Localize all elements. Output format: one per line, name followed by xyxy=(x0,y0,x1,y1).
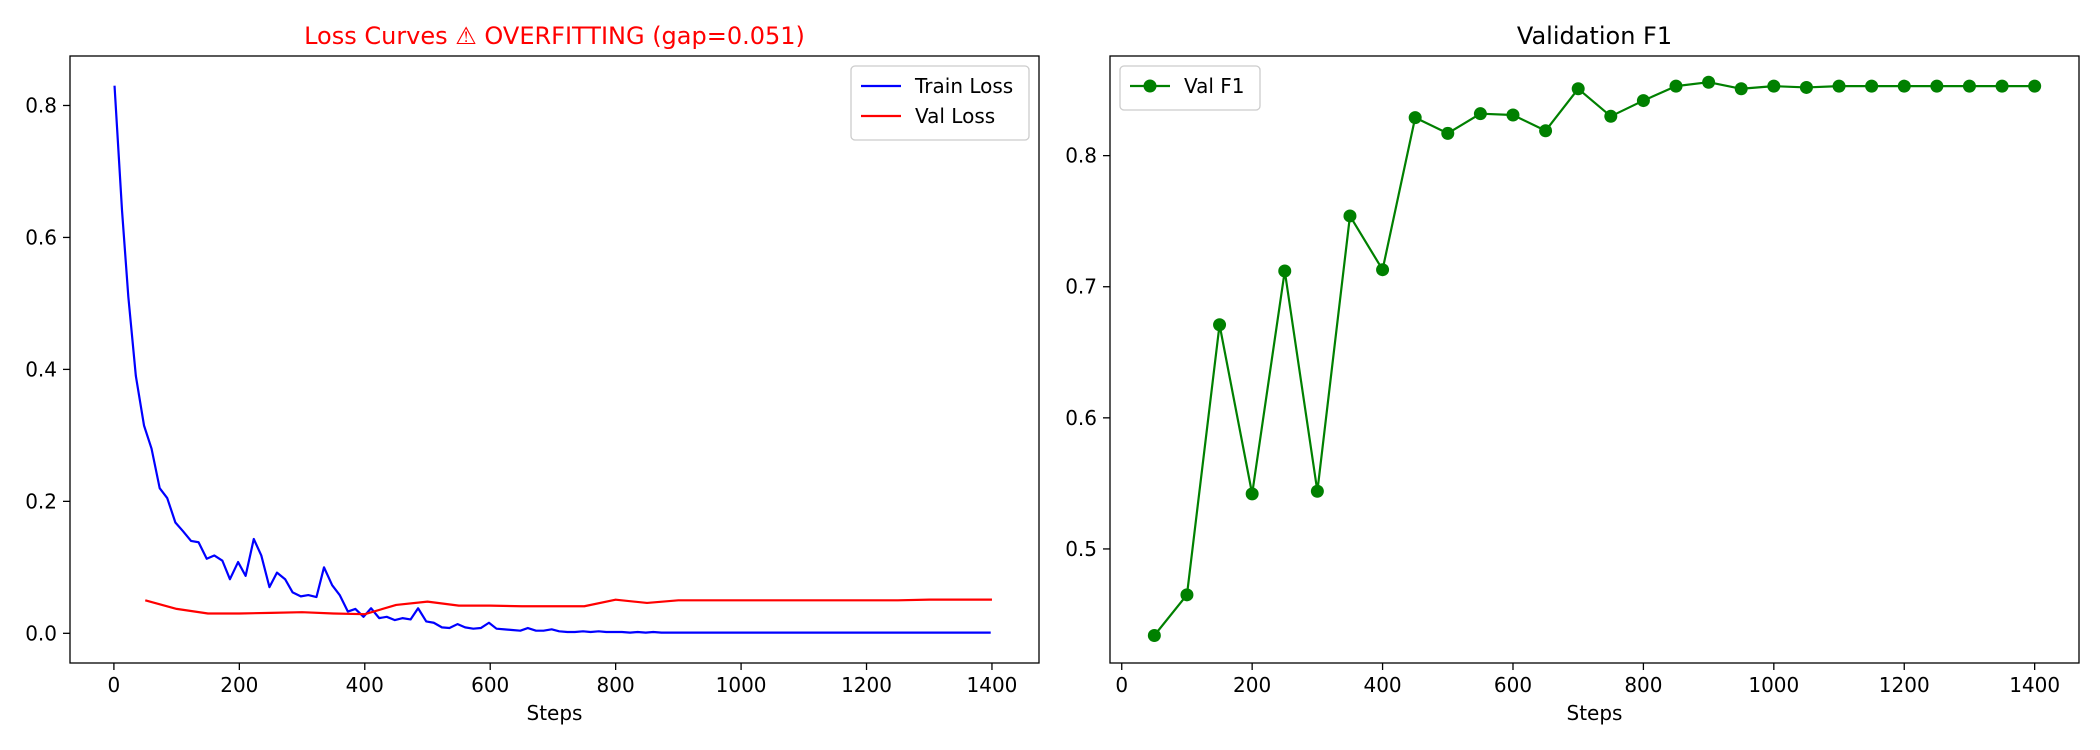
chart-2-series-val-f1-point xyxy=(1702,75,1716,89)
chart-2-xtick-label: 1200 xyxy=(1879,673,1930,697)
chart-2-legend-val-f1-marker xyxy=(1143,79,1157,93)
chart-2-ytick-label: 0.6 xyxy=(1065,406,1097,430)
chart-2-series-val-f1-point xyxy=(1408,111,1422,125)
chart-2-series-val-f1-point xyxy=(1213,318,1227,332)
chart-2-xtick-label: 200 xyxy=(1233,673,1271,697)
chart-1-xtick-label: 1200 xyxy=(841,673,892,697)
chart-2-xtick-label: 1400 xyxy=(2009,673,2060,697)
chart-2-series-val-f1-point xyxy=(1799,80,1813,94)
chart-2-series-val-f1-point xyxy=(1180,588,1194,602)
chart-1-legend-val-loss-label: Val Loss xyxy=(915,104,995,128)
chart-1-xtick-label: 1400 xyxy=(967,673,1018,697)
chart-2-ytick-label: 0.7 xyxy=(1065,275,1097,299)
chart-1-axes-frame xyxy=(69,55,1040,664)
chart-2-axes-frame xyxy=(1109,55,2080,664)
chart-2-ytick-label: 0.5 xyxy=(1065,537,1097,561)
chart-1-series-val-loss-line xyxy=(144,598,992,616)
chart-2-series-val-f1-point xyxy=(1930,79,1944,93)
chart-2: Validation F1 0 200 400 600 800 1000 1200 1400 0.… xyxy=(1065,22,2080,725)
chart-2-series-val-f1-point xyxy=(1376,263,1390,277)
chart-2-series-val-f1-point xyxy=(1571,82,1585,96)
chart-1-legend: Train Loss Val Loss xyxy=(850,65,1030,141)
chart-2-series-val-f1-point xyxy=(1539,124,1553,138)
chart-2-series-val-f1-point xyxy=(1636,94,1650,108)
chart-1-xtick-label: 1000 xyxy=(716,673,767,697)
chart-2-xtick-label: 0 xyxy=(1115,673,1128,697)
chart-1-ytick-label: 0.4 xyxy=(25,357,57,381)
chart-2-series-val-f1-point xyxy=(1473,107,1487,121)
chart-2-legend-val-f1-label: Val F1 xyxy=(1184,74,1245,98)
chart-2-series-val-f1-point xyxy=(1147,628,1161,642)
chart-2-series-val-f1-point xyxy=(2028,79,2042,93)
chart-1: Loss Curves ⚠ OVERFITTING (gap=0.051) 0 20… xyxy=(25,22,1040,725)
chart-2-series-val-f1-point xyxy=(1343,209,1357,223)
chart-1-ytick-label: 0.0 xyxy=(25,621,57,645)
chart-1-xtick-label: 200 xyxy=(220,673,258,697)
chart-2-legend: Val F1 xyxy=(1119,65,1261,111)
chart-2-xlabel: Steps xyxy=(1567,701,1623,725)
chart-1-legend-frame xyxy=(850,65,1030,141)
chart-1-legend-train-loss-label: Train Loss xyxy=(914,74,1013,98)
chart-2-series-val-f1-point xyxy=(1734,82,1748,96)
chart-2-title: Validation F1 xyxy=(1517,22,1672,50)
chart-1-series-train-loss-line xyxy=(113,85,991,634)
chart-2-series-val-f1-point xyxy=(1897,79,1911,93)
chart-2-series-val-f1-point xyxy=(1506,108,1520,122)
chart-1-xtick-label: 600 xyxy=(471,673,509,697)
chart-1-xtick-label: 400 xyxy=(346,673,384,697)
chart-2-series-val-f1-point xyxy=(1669,79,1683,93)
chart-2-series-val-f1-point xyxy=(1832,79,1846,93)
chart-2-series-val-f1-point xyxy=(1245,487,1259,501)
chart-2-ytick-label: 0.8 xyxy=(1065,144,1097,168)
chart-2-series-val-f1-line xyxy=(1153,81,2035,637)
chart-2-legend-frame xyxy=(1119,65,1261,111)
chart-1-ytick-label: 0.8 xyxy=(25,93,57,117)
chart-1-xtick-label: 800 xyxy=(597,673,635,697)
chart-1-xtick-label: 0 xyxy=(108,673,121,697)
chart-1-ytick-label: 0.6 xyxy=(25,225,57,249)
chart-1-ytick-label: 0.2 xyxy=(25,489,57,513)
chart-2-series-val-f1-point xyxy=(1962,79,1976,93)
chart-2-series-val-f1-point xyxy=(1767,79,1781,93)
chart-2-xtick-label: 600 xyxy=(1494,673,1532,697)
chart-2-series-val-f1-point xyxy=(1310,484,1324,498)
chart-1-xlabel: Steps xyxy=(527,701,583,725)
chart-2-xtick-label: 800 xyxy=(1624,673,1662,697)
chart-2-xtick-label: 400 xyxy=(1363,673,1401,697)
chart-2-series-val-f1-point xyxy=(1865,79,1879,93)
chart-2-series-val-f1-point xyxy=(1278,264,1292,278)
chart-2-xtick-label: 1000 xyxy=(1748,673,1799,697)
chart-1-title: Loss Curves ⚠ OVERFITTING (gap=0.051) xyxy=(304,22,805,50)
chart-1-plot-area xyxy=(113,85,992,634)
chart-2-series-val-f1-point xyxy=(1441,126,1455,140)
chart-2-series-val-f1-point xyxy=(1604,109,1618,123)
chart-2-plot-area xyxy=(1147,75,2042,642)
chart-2-series-val-f1-point xyxy=(1995,79,2009,93)
